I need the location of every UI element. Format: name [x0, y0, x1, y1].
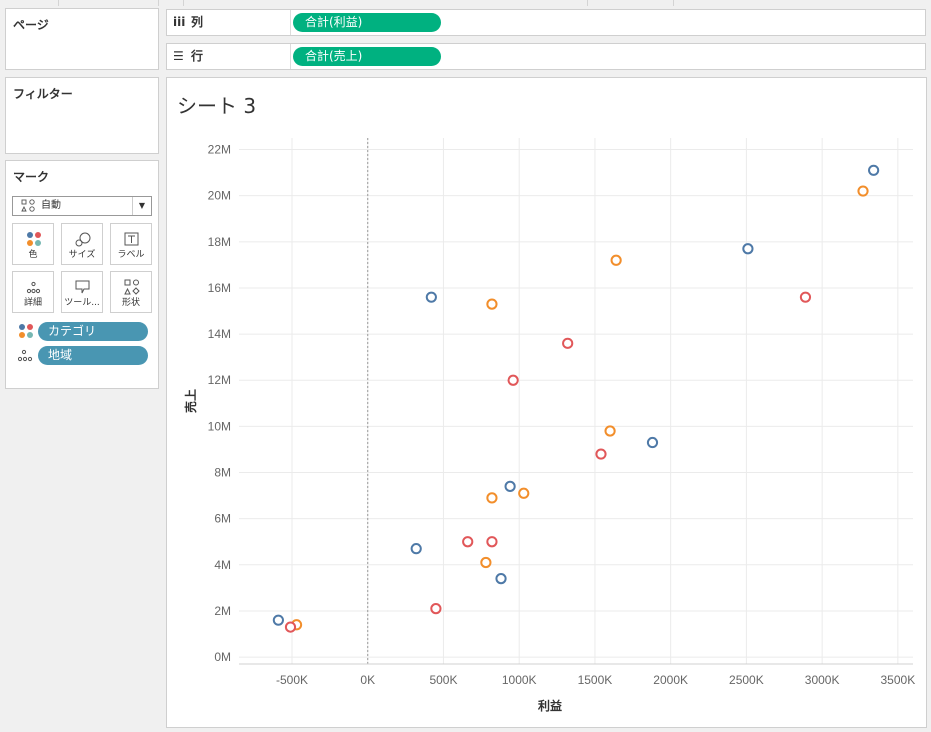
label-icon — [124, 232, 139, 246]
detail-button[interactable]: 詳細 — [12, 271, 54, 313]
data-point[interactable] — [425, 291, 437, 303]
data-point[interactable] — [610, 254, 622, 266]
y-tick-label: 0M — [214, 650, 231, 664]
region-field-pill[interactable]: 地域 — [38, 346, 148, 365]
data-point[interactable] — [486, 298, 498, 310]
x-axis-title: 利益 — [538, 698, 562, 713]
data-point[interactable] — [480, 556, 492, 569]
label-button[interactable]: ラベル — [110, 223, 152, 265]
detail-icon — [26, 281, 41, 294]
x-tick-label: 2000K — [653, 673, 688, 687]
data-point[interactable] — [507, 374, 519, 386]
data-point[interactable] — [495, 573, 507, 585]
marks-panel: マーク 自動 ▼ 色 サイズ ラベル 詳細 — [5, 160, 159, 389]
chevron-down-icon[interactable]: ▼ — [132, 197, 151, 215]
y-tick-label: 2M — [214, 604, 231, 618]
data-point[interactable] — [742, 243, 754, 255]
category-field-pill[interactable]: カテゴリ — [38, 322, 148, 341]
sales-sum-pill[interactable]: 合計(売上) — [293, 47, 441, 66]
data-point[interactable] — [504, 480, 516, 492]
sheet-view: シート 3 0M 2M 4M 6M 8M 10M 12M 14M 16M 18M 20M 22M -50… — [166, 77, 927, 728]
data-point[interactable] — [868, 164, 880, 176]
x-tick-label: 0K — [360, 673, 375, 687]
shape-button-label: 形状 — [121, 298, 140, 308]
x-tick-label: 2500K — [729, 673, 764, 687]
data-point[interactable] — [595, 448, 607, 460]
y-tick-label: 12M — [208, 373, 231, 387]
y-tick-label: 4M — [214, 558, 231, 572]
shape-button[interactable]: 形状 — [110, 271, 152, 313]
columns-icon: iii — [173, 15, 186, 29]
data-point[interactable] — [799, 291, 812, 303]
data-point[interactable] — [646, 436, 659, 449]
y-tick-label: 18M — [208, 235, 231, 249]
color-button-label: 色 — [28, 250, 38, 260]
tooltip-icon — [75, 280, 90, 294]
x-tick-label: -500K — [276, 673, 308, 687]
size-icon — [75, 232, 91, 247]
columns-shelf-label: iii 列 — [167, 10, 291, 35]
data-point[interactable] — [518, 487, 530, 499]
top-toolbar-strip — [0, 0, 931, 7]
size-button-label: サイズ — [68, 250, 96, 260]
data-point[interactable] — [857, 185, 869, 197]
profit-sum-pill[interactable]: 合計(利益) — [293, 13, 441, 32]
detail-button-label: 詳細 — [23, 298, 42, 308]
data-point[interactable] — [410, 543, 422, 555]
y-tick-label: 22M — [208, 143, 231, 157]
marks-panel-title: マーク — [13, 170, 50, 184]
auto-mark-icon — [21, 199, 35, 212]
pages-panel-title: ページ — [13, 18, 49, 32]
mark-type-label: 自動 — [41, 200, 61, 211]
data-point[interactable] — [604, 425, 616, 437]
data-point[interactable] — [430, 603, 442, 615]
filters-panel-title: フィルター — [13, 87, 73, 101]
columns-shelf[interactable]: iii 列 合計(利益) — [166, 9, 926, 36]
data-point[interactable] — [272, 614, 284, 626]
data-point[interactable] — [562, 337, 574, 349]
x-tick-label: 3500K — [881, 673, 916, 687]
sheet-title: シート 3 — [177, 94, 257, 118]
shape-icon — [124, 279, 140, 295]
filters-panel[interactable]: フィルター — [5, 77, 159, 154]
rows-shelf-text: 行 — [191, 49, 204, 63]
x-tick-label: 1000K — [502, 673, 537, 687]
mark-type-dropdown[interactable]: 自動 ▼ — [12, 196, 152, 216]
rows-icon: ☰ — [173, 49, 184, 63]
x-tick-label: 500K — [429, 673, 457, 687]
tooltip-button-label: ツール... — [64, 298, 100, 308]
data-point[interactable] — [462, 536, 474, 548]
pages-panel[interactable]: ページ — [5, 8, 159, 70]
columns-shelf-text: 列 — [191, 15, 204, 29]
data-point[interactable] — [284, 621, 297, 633]
x-tick-label: 3000K — [805, 673, 840, 687]
y-tick-label: 10M — [208, 419, 231, 433]
data-point[interactable] — [486, 536, 498, 548]
y-axis-title: 売上 — [183, 389, 198, 413]
color-field-icon — [19, 324, 33, 338]
detail-field-icon — [18, 349, 33, 362]
rows-shelf-label: ☰ 行 — [167, 44, 291, 69]
y-tick-label: 16M — [208, 281, 231, 295]
label-button-label: ラベル — [117, 250, 145, 260]
y-tick-label: 8M — [214, 466, 231, 480]
rows-shelf[interactable]: ☰ 行 合計(売上) — [166, 43, 926, 70]
scatter-plot[interactable]: 0M 2M 4M 6M 8M 10M 12M 14M 16M 18M 20M 22M -500K 0K 50… — [167, 78, 926, 727]
x-tick-label: 1500K — [578, 673, 613, 687]
y-tick-label: 14M — [208, 327, 231, 341]
y-tick-label: 20M — [208, 189, 231, 203]
tooltip-button[interactable]: ツール... — [61, 271, 103, 313]
size-button[interactable]: サイズ — [61, 223, 103, 265]
y-tick-label: 6M — [214, 512, 231, 526]
data-point[interactable] — [486, 492, 498, 504]
color-button[interactable]: 色 — [12, 223, 54, 265]
color-icon — [27, 232, 41, 246]
